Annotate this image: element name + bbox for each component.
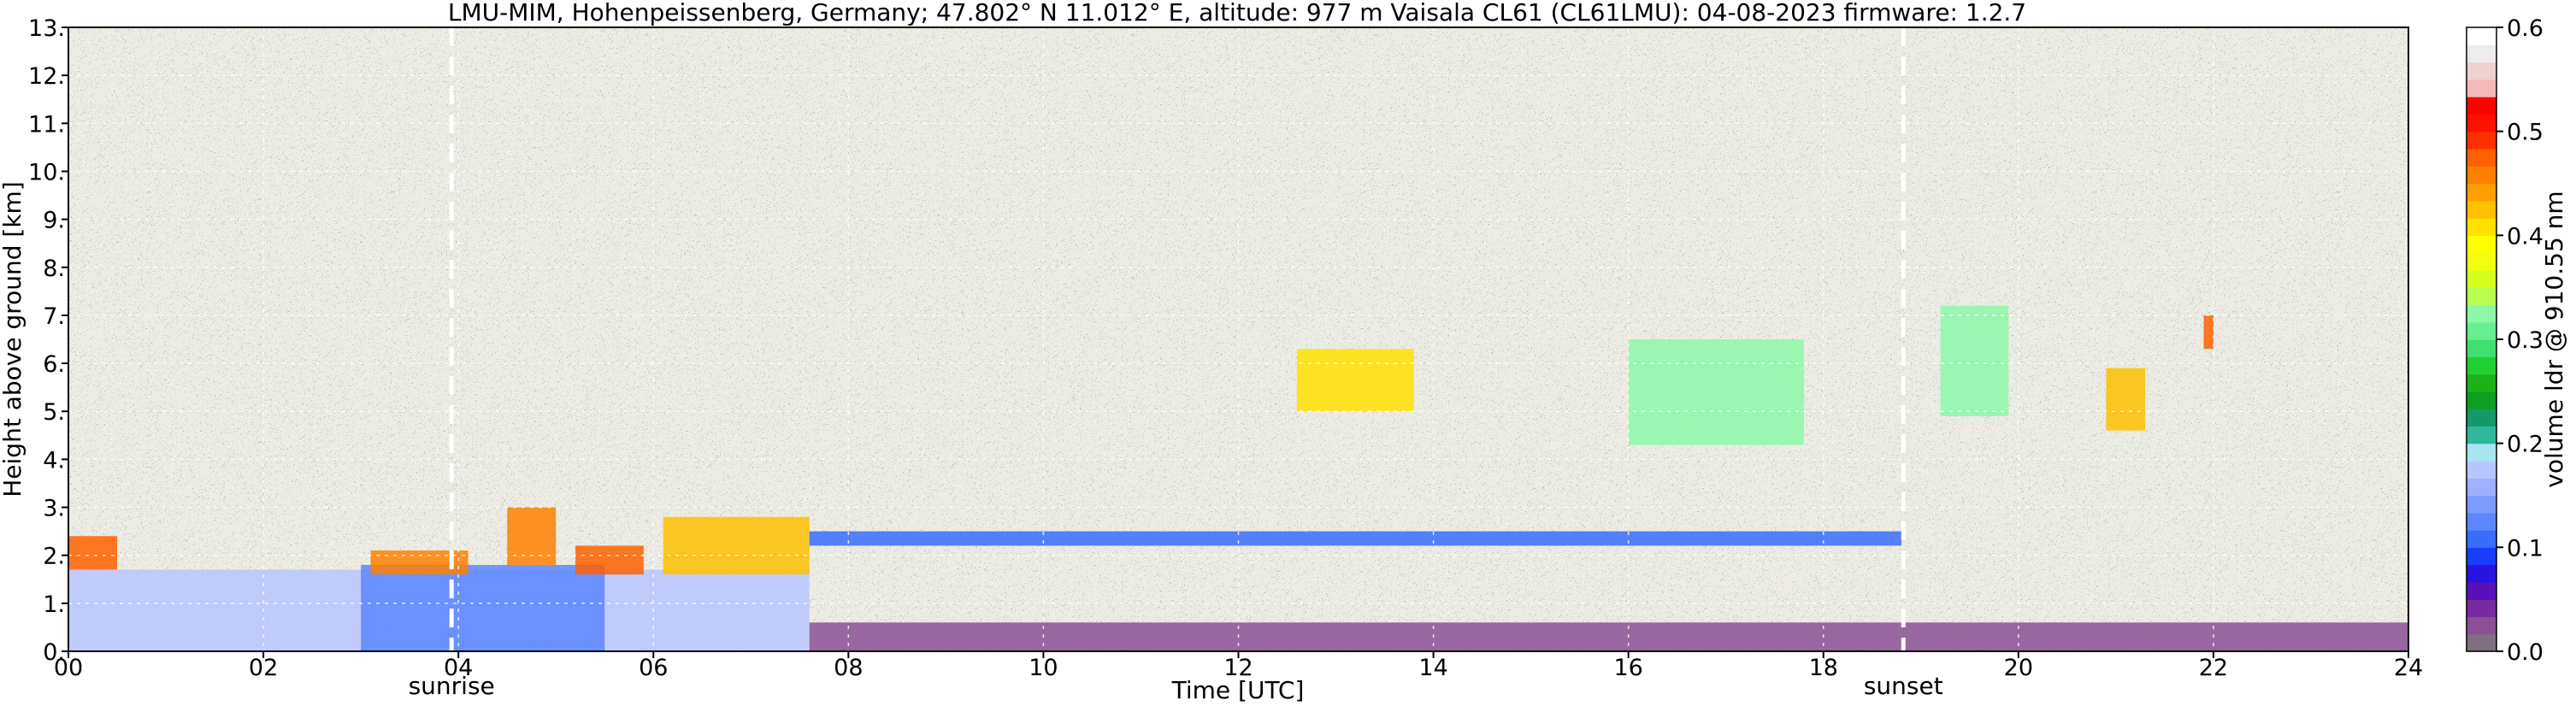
colorbar-swatch xyxy=(2467,478,2496,497)
colorbar: 0.0 0.1 0.2 0.3 0.4 0.5 0.6 xyxy=(2466,15,2544,666)
colorbar-swatch xyxy=(2467,512,2496,531)
colorbar-tick-label: 0.3 xyxy=(2507,327,2544,354)
x-tick-label: 04 xyxy=(444,655,473,681)
colorbar-tick-label: 0.0 xyxy=(2507,639,2544,666)
feature-layer-9 xyxy=(1628,339,1804,445)
colorbar-tick-label: 0.6 xyxy=(2507,15,2544,42)
colorbar-swatch xyxy=(2467,304,2496,323)
x-axis-label: Time [UTC] xyxy=(1171,676,1305,704)
colorbar-swatch xyxy=(2467,166,2496,185)
colorbar-swatch xyxy=(2467,374,2496,392)
x-tick-label: 18 xyxy=(1809,655,1838,681)
colorbar-swatch xyxy=(2467,287,2496,306)
feature-layer-6 xyxy=(663,516,810,575)
sunset-label: sunset xyxy=(1864,672,1943,700)
y-axis: 0. 1. 2. 3. 4. 5. 6. 7. 8. 9. 10. 11. 12. 13. xyxy=(28,15,68,666)
x-tick-label: 16 xyxy=(1613,655,1642,681)
colorbar-swatch xyxy=(2467,339,2496,357)
colorbar-swatch xyxy=(2467,62,2496,80)
y-tick-label: 3. xyxy=(43,496,65,522)
y-tick-label: 6. xyxy=(43,351,65,378)
colorbar-swatch xyxy=(2467,148,2496,167)
feature-layer-7 xyxy=(809,531,1901,546)
y-tick-label: 10. xyxy=(28,159,65,185)
x-tick-label: 00 xyxy=(54,655,83,681)
colorbar-swatch xyxy=(2467,599,2496,618)
x-axis: 00 02 04 06 08 10 12 14 16 18 20 22 24 xyxy=(54,651,2423,681)
y-tick-label: 4. xyxy=(43,447,65,474)
x-tick-label: 02 xyxy=(249,655,278,681)
colorbar-swatch xyxy=(2467,183,2496,202)
colorbar-swatch xyxy=(2467,495,2496,514)
feature-layer-5 xyxy=(575,545,644,575)
sun-markers xyxy=(449,27,1906,651)
colorbar-label: volume ldr @ 910.55 nm xyxy=(2540,191,2568,487)
colorbar-swatch xyxy=(2467,460,2496,479)
feature-layer-10 xyxy=(1940,305,2009,416)
y-axis-label: Height above ground [km] xyxy=(0,181,27,497)
feature-layer-1 xyxy=(361,564,605,651)
colorbar-tick-label: 0.4 xyxy=(2507,223,2544,250)
colorbar-swatch xyxy=(2467,581,2496,600)
colorbar-swatch xyxy=(2467,27,2496,45)
colorbar-swatch xyxy=(2467,131,2496,150)
feature-layer-11 xyxy=(2106,368,2146,431)
colorbar-swatch xyxy=(2467,218,2496,236)
colorbar-swatch xyxy=(2467,391,2496,409)
x-tick-label: 22 xyxy=(2199,655,2228,681)
x-tick-label: 10 xyxy=(1029,655,1058,681)
colorbar-swatch xyxy=(2467,443,2496,462)
colorbar-tick-label: 0.1 xyxy=(2507,535,2544,562)
feature-layer-4 xyxy=(507,507,557,565)
y-tick-label: 5. xyxy=(43,399,65,426)
x-tick-label: 20 xyxy=(2004,655,2033,681)
x-tick-label: 24 xyxy=(2394,655,2423,681)
colorbar-swatch xyxy=(2467,252,2496,271)
colorbar-swatch xyxy=(2467,356,2496,375)
colorbar-tick-label: 0.5 xyxy=(2507,120,2544,146)
chart-title: LMU-MIM, Hohenpeissenberg, Germany; 47.8… xyxy=(448,0,2026,26)
colorbar-swatch xyxy=(2467,530,2496,548)
x-tick-label: 08 xyxy=(834,655,863,681)
x-tick-label: 06 xyxy=(639,655,668,681)
x-tick-label: 14 xyxy=(1418,655,1447,681)
y-tick-label: 1. xyxy=(43,591,65,618)
colorbar-swatch xyxy=(2467,269,2496,288)
y-tick-label: 13. xyxy=(28,15,65,42)
marker-labels: sunrise sunset xyxy=(409,672,1943,700)
feature-layer-8 xyxy=(1296,349,1414,412)
feature-layer-13 xyxy=(809,622,2408,651)
colorbar-swatch xyxy=(2467,200,2496,219)
colorbar-swatch xyxy=(2467,79,2496,97)
y-tick-label: 7. xyxy=(43,303,65,330)
feature-layer-12 xyxy=(2203,315,2213,350)
colorbar-swatch xyxy=(2467,114,2496,132)
sunrise-label: sunrise xyxy=(409,672,495,700)
colorbar-swatch xyxy=(2467,409,2496,427)
colorbar-swatch xyxy=(2467,426,2496,444)
y-tick-label: 12. xyxy=(28,63,65,90)
colorbar-swatch xyxy=(2467,44,2496,63)
y-tick-label: 11. xyxy=(28,111,65,138)
colorbar-swatch xyxy=(2467,235,2496,254)
y-tick-label: 8. xyxy=(43,256,65,282)
colorbar-swatch xyxy=(2467,564,2496,583)
colorbar-swatch xyxy=(2467,321,2496,340)
y-tick-label: 0. xyxy=(43,639,65,666)
grid xyxy=(68,27,2408,651)
colorbar-swatch xyxy=(2467,633,2496,652)
colorbar-swatch xyxy=(2467,616,2496,635)
x-tick-label: 12 xyxy=(1223,655,1253,681)
colorbar-tick-label: 0.2 xyxy=(2507,432,2544,458)
y-tick-label: 9. xyxy=(43,208,65,234)
feature-layer-2 xyxy=(68,536,118,570)
colorbar-swatch xyxy=(2467,97,2496,115)
plot-area xyxy=(68,27,2408,651)
colorbar-swatch xyxy=(2467,547,2496,566)
y-tick-label: 2. xyxy=(43,544,65,570)
feature-layers xyxy=(68,305,2408,651)
